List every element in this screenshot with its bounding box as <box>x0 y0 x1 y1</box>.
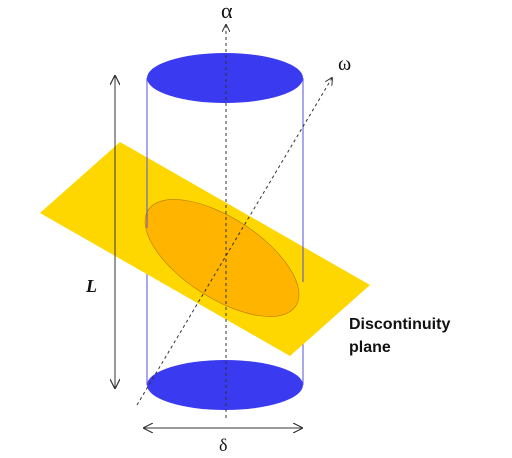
plane-label-line1: Discontinuity <box>349 316 450 333</box>
alpha-label: α <box>221 0 233 23</box>
intersection-ellipse <box>144 199 300 317</box>
top-cap-ellipse <box>147 53 303 103</box>
delta-label: δ <box>219 435 227 455</box>
plane-label-line2: plane <box>349 339 391 356</box>
bottom-cap-ellipse <box>147 360 303 410</box>
omega-label: ω <box>338 53 351 75</box>
length-label: L <box>85 276 97 296</box>
